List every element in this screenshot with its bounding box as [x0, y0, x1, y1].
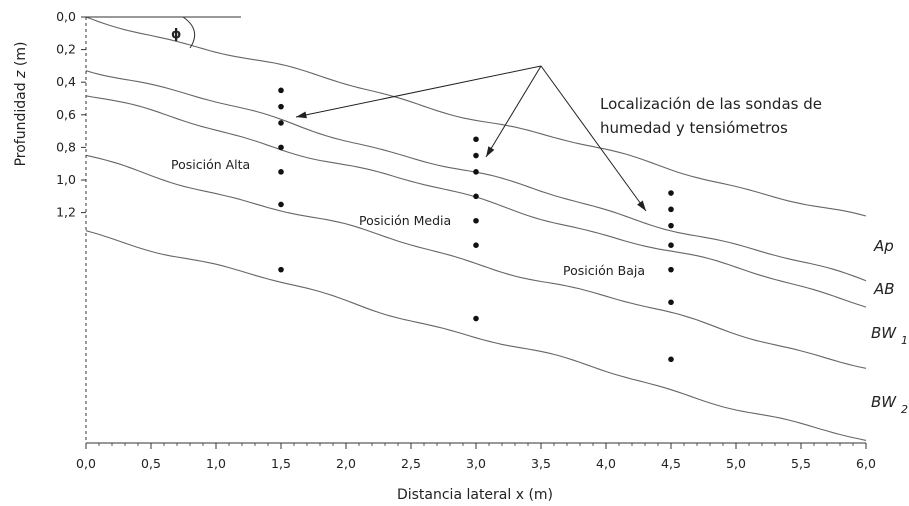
- x-tick-label: 4,5: [661, 456, 681, 471]
- horizon-label-ap: Ap: [873, 237, 894, 255]
- x-tick-label: 3,5: [531, 456, 551, 471]
- y-tick-label: 0,6: [56, 107, 76, 122]
- y-axis-title: Profundidad z (m): [13, 42, 29, 167]
- x-axis-title: Distancia lateral x (m): [397, 487, 553, 503]
- slope-angle-arc: [182, 16, 196, 49]
- probe-point: [473, 315, 479, 322]
- label-posicion-alta: Posición Alta: [171, 157, 250, 172]
- x-tick-label: 5,5: [791, 456, 811, 471]
- y-tick-label: 0,2: [56, 42, 76, 57]
- probe-point: [668, 356, 674, 363]
- annotation-arrow: [540, 65, 647, 212]
- axes: ϕ: [85, 16, 866, 444]
- probe-point: [278, 201, 284, 208]
- x-tick-label: 0,0: [76, 456, 96, 471]
- svg-text:BW: BW: [871, 393, 897, 411]
- horizon-boundaries: [85, 16, 867, 441]
- y-tick-label: 0,0: [56, 9, 76, 24]
- probe-point: [668, 242, 674, 248]
- horizon-boundary-1: [85, 16, 867, 217]
- probe-point: [473, 217, 479, 224]
- label-posicion-baja: Posición Baja: [563, 263, 645, 278]
- horizon-boundary-5: [85, 230, 867, 441]
- svg-text:AB: AB: [873, 280, 895, 298]
- probe-point: [473, 169, 479, 175]
- probe-markers: [278, 87, 674, 363]
- x-tick-label: 1,0: [206, 456, 226, 471]
- svg-text:2: 2: [901, 403, 908, 416]
- y-tick-label: 1,2: [56, 205, 76, 220]
- y-tick-label: 0,4: [56, 74, 76, 89]
- y-ticks: 0,0 0,2 0,4 0,6 0,8 1,0 1,2: [56, 9, 86, 220]
- x-tick-label: 2,5: [401, 456, 421, 471]
- probe-point: [473, 152, 479, 159]
- annotation-arrow: [485, 65, 542, 158]
- probe-point: [278, 169, 284, 175]
- slope-angle-symbol: ϕ: [171, 27, 181, 42]
- probe-point: [668, 266, 674, 273]
- x-tick-label: 0,5: [141, 456, 161, 471]
- x-tick-label: 4,0: [596, 456, 616, 471]
- probe-point: [278, 266, 284, 273]
- arrow-head: [486, 146, 495, 157]
- probe-point: [668, 190, 674, 196]
- horizon-label-ab: AB: [873, 280, 895, 298]
- probe-point: [473, 242, 479, 248]
- y-tick-label: 1,0: [56, 172, 76, 187]
- annotation-line-2: humedad y tensiómetros: [600, 119, 788, 137]
- probe-point: [278, 120, 284, 126]
- probe-point: [278, 87, 284, 94]
- annotation-line-1: Localización de las sondas de: [600, 95, 822, 113]
- horizon-label-bw2: BW 2: [871, 393, 908, 416]
- x-tick-label: 1,5: [271, 456, 291, 471]
- label-posicion-media: Posición Media: [359, 213, 451, 228]
- x-ticks: 0,0 0,5 1,0 1,5 2,0 2,5 3,0 3,5 4,0 4,5 5,0 5,5 6,0: [76, 443, 876, 471]
- probe-point: [473, 193, 479, 200]
- arrow-head: [637, 200, 646, 211]
- svg-text:BW: BW: [871, 324, 897, 342]
- y-tick-label: 0,8: [56, 139, 76, 154]
- x-tick-label: 3,0: [466, 456, 486, 471]
- x-tick-label: 6,0: [856, 456, 876, 471]
- probe-point: [473, 136, 479, 143]
- annotation-arrows: [295, 65, 647, 212]
- probe-point: [668, 222, 674, 229]
- probe-point: [278, 144, 284, 151]
- svg-text:1: 1: [901, 334, 908, 347]
- horizon-label-bw1: BW 1: [871, 324, 908, 347]
- horizon-boundary-4: [85, 154, 867, 369]
- x-tick-label: 2,0: [336, 456, 356, 471]
- annotation-arrow: [295, 65, 542, 118]
- x-tick-label: 5,0: [726, 456, 746, 471]
- arrow-head: [296, 111, 307, 119]
- probe-point: [668, 206, 674, 213]
- probe-point: [278, 103, 284, 110]
- svg-text:Ap: Ap: [873, 237, 894, 255]
- probe-point: [668, 299, 674, 306]
